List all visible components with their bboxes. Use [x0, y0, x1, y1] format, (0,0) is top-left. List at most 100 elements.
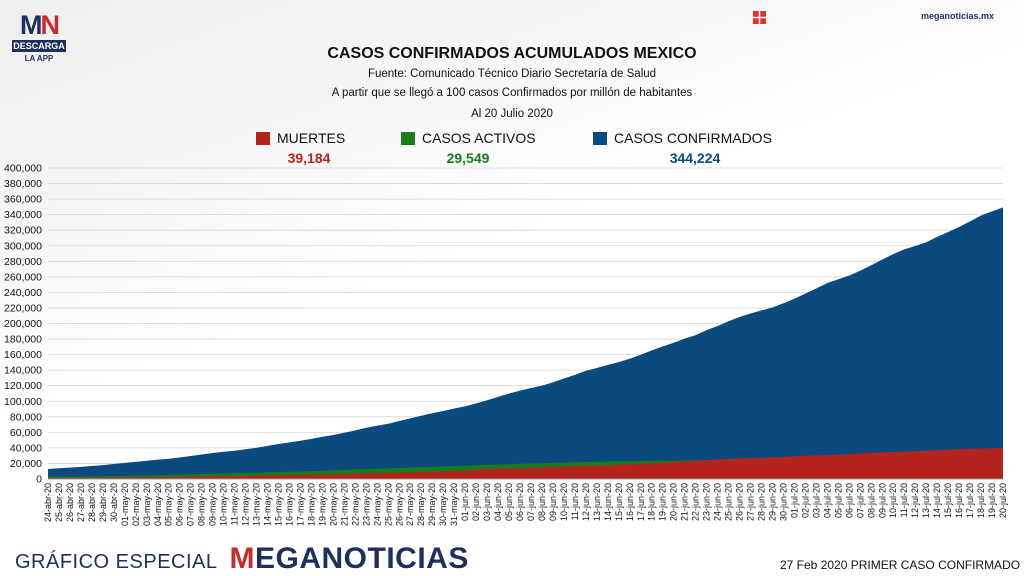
x-tick-label: 27-abr-20 — [76, 483, 86, 522]
legend-activos: CASOS ACTIVOS — [401, 130, 536, 146]
legend-label-muertes: MUERTES — [277, 130, 346, 146]
x-tick-label: 27-may-20 — [405, 483, 415, 526]
y-tick-label: 60,000 — [10, 427, 42, 439]
site-url[interactable]: meganoticias.mx — [921, 11, 995, 21]
x-tick-label: 02-jul-20 — [800, 483, 810, 518]
x-tick-label: 11-jul-20 — [899, 483, 909, 517]
legend-label-activos: CASOS ACTIVOS — [422, 130, 536, 146]
x-tick-label: 29-abr-20 — [98, 483, 108, 522]
y-tick-label: 240,000 — [4, 287, 42, 299]
y-tick-label: 200,000 — [4, 318, 42, 330]
x-tick-label: 04-jul-20 — [822, 483, 832, 518]
x-tick-label: 19-may-20 — [317, 483, 327, 526]
x-tick-label: 12-jul-20 — [910, 483, 920, 518]
y-tick-label: 400,000 — [4, 163, 42, 175]
x-tick-label: 03-jun-20 — [482, 483, 492, 521]
y-tick-label: 280,000 — [4, 256, 42, 268]
grid-icon — [753, 11, 766, 24]
y-tick-label: 80,000 — [10, 411, 42, 423]
x-tick-label: 05-jun-20 — [504, 483, 514, 521]
x-tick-label: 28-abr-20 — [87, 483, 97, 522]
y-tick-label: 40,000 — [10, 442, 42, 454]
x-tick-label: 12-jun-20 — [581, 483, 591, 521]
x-tick-label: 17-jul-20 — [965, 483, 975, 518]
x-tick-label: 23-jun-20 — [702, 483, 712, 521]
x-tick-label: 07-may-20 — [186, 483, 196, 526]
y-tick-label: 360,000 — [4, 194, 42, 206]
x-tick-label: 15-may-20 — [274, 483, 284, 526]
x-tick-label: 18-jul-20 — [976, 483, 986, 518]
x-tick-label: 15-jun-20 — [614, 483, 624, 521]
x-tick-label: 12-may-20 — [241, 483, 251, 526]
x-tick-label: 31-may-20 — [449, 483, 459, 526]
x-tick-label: 07-jul-20 — [855, 483, 865, 518]
legend-value-activos: 29,549 — [446, 150, 490, 166]
footer-branding: GRÁFICO ESPECIAL MEGANOTICIAS — [15, 542, 469, 576]
x-tick-label: 20-jun-20 — [669, 483, 679, 521]
footer-brand-m: M — [229, 542, 255, 575]
x-tick-label: 18-may-20 — [306, 483, 316, 526]
x-tick-label: 14-may-20 — [263, 483, 273, 526]
x-tick-label: 11-jun-20 — [570, 483, 580, 520]
x-tick-label: 30-abr-20 — [109, 483, 119, 522]
x-tick-label: 22-may-20 — [350, 483, 360, 526]
x-tick-label: 14-jul-20 — [932, 483, 942, 518]
x-tick-label: 06-jul-20 — [844, 483, 854, 518]
meganoticias-app-logo[interactable]: MN DESCARGA LA APP — [12, 12, 66, 63]
x-tick-label: 26-may-20 — [394, 483, 404, 526]
y-tick-label: 100,000 — [4, 396, 42, 408]
x-tick-label: 10-jun-20 — [559, 483, 569, 521]
x-tick-label: 24-jun-20 — [713, 483, 723, 521]
chart-title: CASOS CONFIRMADOS ACUMULADOS MEXICO — [327, 45, 697, 62]
y-tick-label: 20,000 — [10, 458, 42, 470]
x-tick-label: 30-may-20 — [438, 483, 448, 526]
x-tick-label: 15-jul-20 — [943, 483, 953, 518]
chart-criteria: A partir que se llegó a 100 casos Confir… — [331, 87, 693, 99]
x-tick-label: 05-jul-20 — [833, 483, 843, 518]
x-tick-label: 06-may-20 — [175, 483, 185, 526]
legend-swatch-confirmados — [593, 131, 607, 145]
x-tick-label: 22-jun-20 — [691, 483, 701, 521]
x-tick-label: 23-may-20 — [361, 483, 371, 526]
x-tick-label: 24-abr-20 — [43, 483, 53, 522]
x-tick-label: 26-abr-20 — [65, 483, 75, 522]
x-tick-label: 19-jul-20 — [987, 483, 997, 518]
legend-swatch-muertes — [256, 131, 270, 145]
x-tick-label: 29-jun-20 — [767, 483, 777, 521]
x-tick-label: 20-jul-20 — [998, 483, 1008, 518]
x-tick-label: 04-may-20 — [153, 483, 163, 526]
x-tick-label: 13-jun-20 — [592, 483, 602, 521]
y-tick-label: 340,000 — [4, 209, 42, 221]
legend-label-confirmados: CASOS CONFIRMADOS — [614, 130, 772, 146]
x-tick-label: 07-jun-20 — [526, 483, 536, 521]
y-tick-label: 160,000 — [4, 349, 42, 361]
x-tick-label: 19-jun-20 — [658, 483, 668, 521]
x-tick-label: 16-jun-20 — [625, 483, 635, 521]
footer-brand-rest: EGANOTICIAS — [255, 542, 469, 575]
y-tick-label: 0 — [36, 474, 42, 486]
x-tick-label: 08-jun-20 — [537, 483, 547, 521]
legend-swatch-activos — [401, 131, 415, 145]
y-tick-label: 120,000 — [4, 380, 42, 392]
x-tick-label: 28-may-20 — [416, 483, 426, 526]
x-tick-label: 25-abr-20 — [54, 483, 64, 522]
x-tick-label: 27-jun-20 — [746, 483, 756, 521]
x-tick-label: 29-may-20 — [427, 483, 437, 526]
x-tick-label: 20-may-20 — [328, 483, 338, 526]
x-tick-label: 02-jun-20 — [471, 483, 481, 521]
logo-app: LA APP — [24, 54, 54, 63]
x-tick-label: 28-jun-20 — [757, 483, 767, 521]
y-tick-label: 180,000 — [4, 334, 42, 346]
x-tick-label: 08-jul-20 — [866, 483, 876, 518]
x-tick-label: 10-may-20 — [219, 483, 229, 526]
logo-mn: MN — [20, 10, 60, 40]
x-tick-label: 17-jun-20 — [636, 483, 646, 521]
x-tick-label: 30-jun-20 — [778, 483, 788, 521]
x-tick-label: 16-jul-20 — [954, 483, 964, 518]
footer-label: GRÁFICO ESPECIAL — [15, 551, 218, 573]
y-tick-label: 320,000 — [4, 225, 42, 237]
logo-descarga: DESCARGA — [12, 40, 66, 52]
x-tick-label: 14-jun-20 — [603, 483, 613, 521]
x-tick-label: 01-jun-20 — [460, 483, 470, 521]
